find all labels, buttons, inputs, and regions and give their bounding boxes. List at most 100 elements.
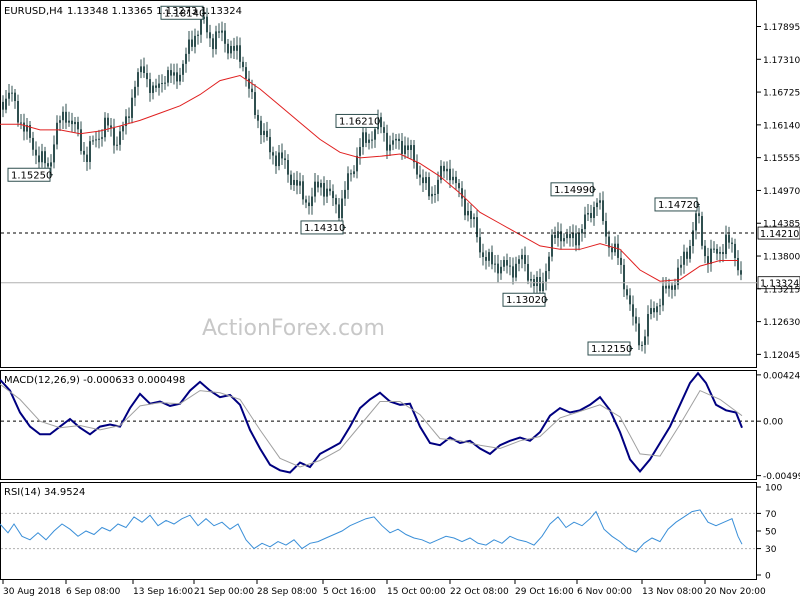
candle-body [683, 251, 685, 265]
candle-body [152, 85, 154, 93]
candle-body [242, 61, 244, 68]
candle-body [737, 258, 739, 271]
candle-body [41, 151, 43, 163]
candle-body [506, 260, 508, 266]
candle-body [221, 30, 223, 33]
candle-body [542, 281, 544, 291]
candle-body [404, 145, 406, 154]
time-tick-label: 30 Aug 2018 [3, 587, 61, 597]
symbol-label: EURUSD,H4 [4, 6, 63, 17]
candle-body [476, 217, 478, 238]
candle-body [239, 45, 241, 62]
candle-body [74, 121, 76, 125]
candle-body [110, 125, 112, 128]
candle-body [278, 152, 280, 167]
candle-body [47, 163, 49, 167]
price-tick-label: 1.16725 [763, 89, 800, 99]
candle-body [563, 238, 565, 242]
candle-body [632, 304, 634, 317]
rsi-tick-label: 0 [765, 572, 771, 582]
candle-body [398, 138, 400, 141]
candle-body [665, 285, 667, 289]
candle-body [185, 53, 187, 64]
candle-body [158, 83, 160, 88]
annotation-label: 1.15250 [11, 170, 52, 181]
candle-body [29, 125, 31, 138]
moving-average-line [0, 74, 738, 282]
candle-body [167, 70, 169, 83]
candle-body [296, 179, 298, 186]
candle-body [449, 168, 451, 181]
time-tick-label: 6 Sep 08:00 [66, 587, 121, 597]
rsi-title: RSI(14) 34.9524 [4, 487, 85, 498]
symbol-header: EURUSD,H4 1.13348 1.13365 1.13273 1.1332… [4, 6, 242, 17]
candle-body [704, 245, 706, 257]
candle-body [668, 285, 670, 289]
annotation-label: 1.12150 [591, 344, 632, 355]
candle-body [422, 177, 424, 184]
candle-body [38, 155, 40, 163]
candle-body [359, 146, 361, 156]
candle-body [146, 73, 148, 80]
candle-body [407, 145, 409, 150]
candle-body [602, 200, 604, 222]
candle-body [299, 181, 301, 186]
macd-tick-label: 0.004245 [763, 371, 800, 381]
price-label-text: 1.14210 [760, 229, 799, 240]
candle-body [26, 125, 28, 132]
candle-body [527, 263, 529, 281]
candle-body [710, 248, 712, 264]
rsi-tick-label: 70 [765, 510, 777, 520]
candle-body [188, 39, 190, 54]
macd-tick-label: 0.00 [763, 418, 783, 428]
candle-body [236, 45, 238, 51]
candle-body [65, 111, 67, 123]
candle-body [317, 181, 319, 188]
candle-body [251, 88, 253, 93]
candle-body [170, 70, 172, 76]
candle-body [494, 263, 496, 265]
rsi-line [0, 509, 743, 553]
candle-body [179, 74, 181, 82]
candle-body [266, 130, 268, 138]
candle-body [593, 207, 595, 218]
candle-body [71, 120, 73, 125]
candle-body [365, 132, 367, 143]
candle-body [68, 120, 70, 123]
candle-body [230, 45, 232, 54]
macd-panel-frame [0, 370, 757, 480]
annotation-label: 1.18140 [164, 8, 205, 19]
candle-body [623, 264, 625, 290]
price-tick-label: 1.17895 [763, 23, 800, 33]
candle-body [440, 165, 442, 180]
candle-body [44, 151, 46, 164]
watermark: ActionForex.com [202, 316, 385, 341]
candle-body [383, 127, 385, 133]
candle-body [485, 256, 487, 261]
candle-body [164, 82, 166, 84]
candle-body [125, 116, 127, 127]
candle-body [401, 140, 403, 154]
candle-body [434, 193, 436, 195]
price-tick-label: 1.12045 [763, 351, 800, 361]
candle-body [524, 254, 526, 264]
candle-body [509, 265, 511, 267]
candle-body [662, 285, 664, 306]
time-tick-label: 29 Oct 16:00 [515, 587, 574, 597]
candle-body [560, 231, 562, 242]
candle-body [647, 314, 649, 337]
candle-body [482, 252, 484, 257]
candle-body [350, 173, 352, 175]
time-tick-label: 13 Nov 08:00 [642, 587, 703, 597]
candle-body [8, 92, 10, 99]
candle-body [641, 344, 643, 346]
candle-body [536, 276, 538, 287]
candles-layer [2, 7, 742, 354]
candle-body [692, 230, 694, 246]
candle-body [203, 16, 205, 19]
candle-body [464, 198, 466, 216]
candle-body [569, 234, 571, 239]
candle-body [206, 16, 208, 33]
candle-body [461, 188, 463, 199]
candle-body [191, 39, 193, 47]
